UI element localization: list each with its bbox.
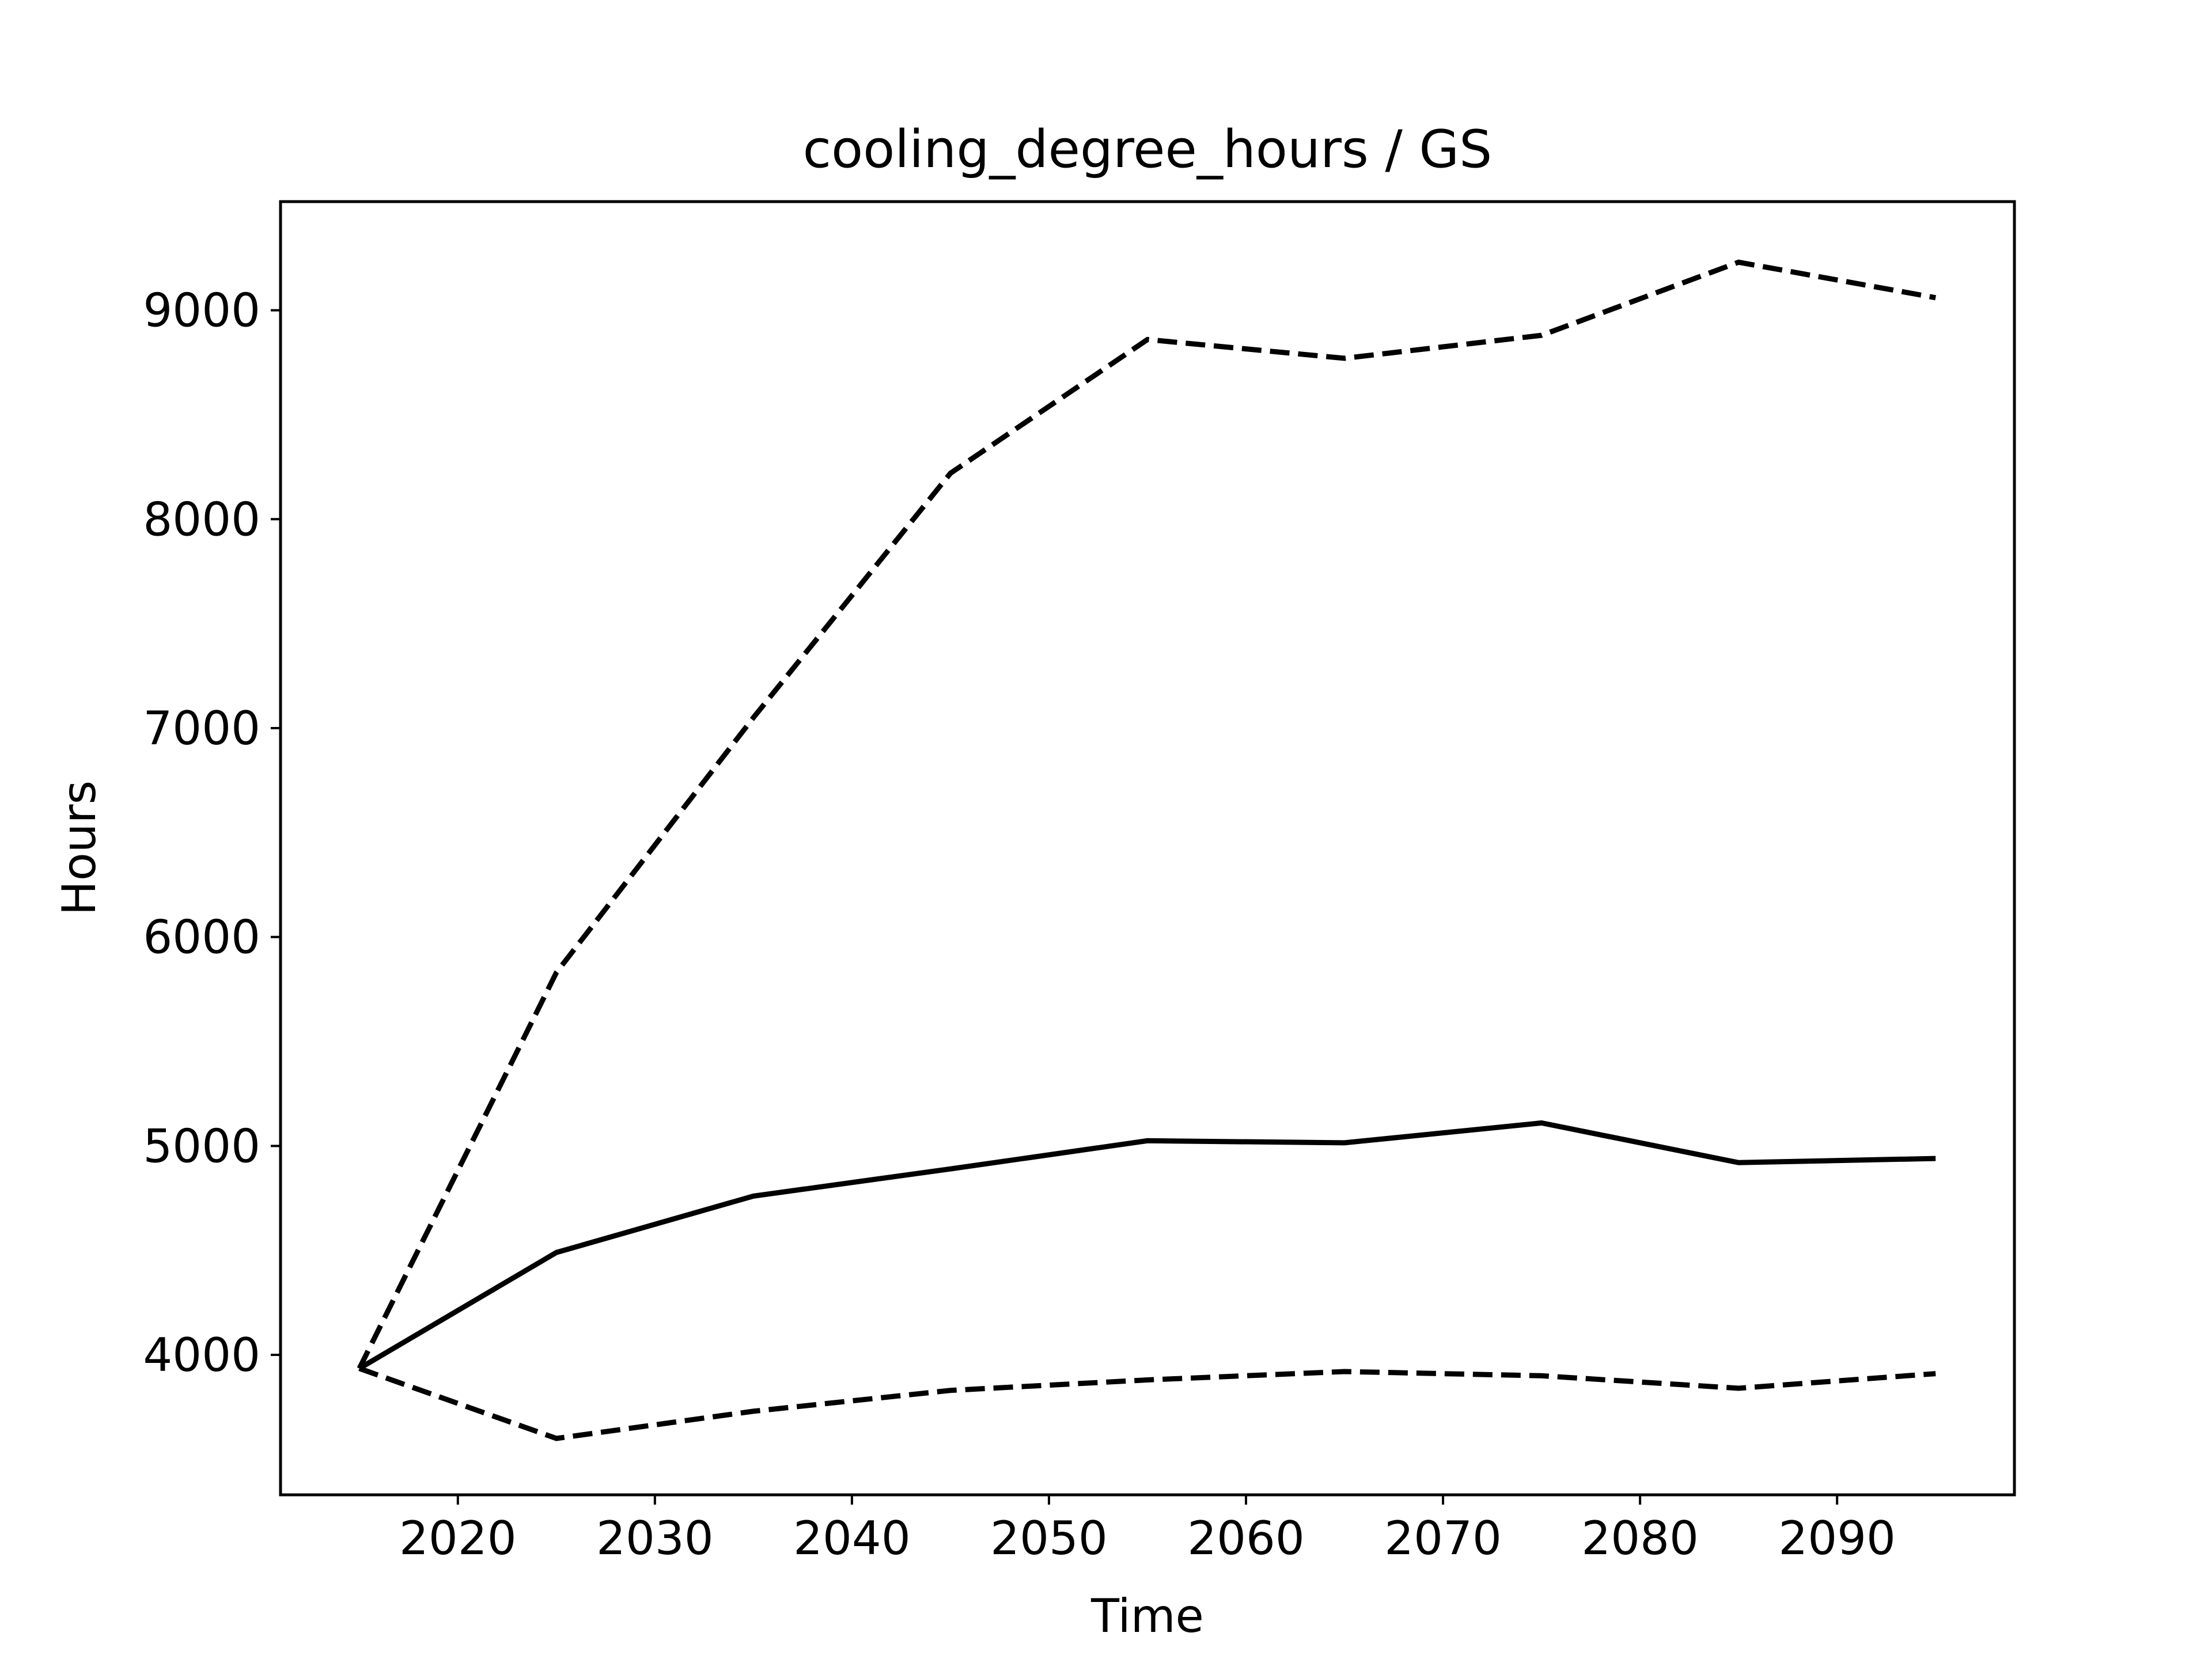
x-tick-label: 2050 bbox=[990, 1512, 1108, 1565]
y-tick-label: 9000 bbox=[143, 284, 260, 338]
dashed-series-line-1 bbox=[357, 259, 1936, 1370]
x-tick-label: 2090 bbox=[1778, 1512, 1896, 1565]
x-tick-label: 2070 bbox=[1384, 1512, 1502, 1565]
y-tick-label: 8000 bbox=[143, 493, 260, 546]
x-axis-label: Time bbox=[1090, 1589, 1204, 1643]
chart-title: cooling_degree_hours / GS bbox=[803, 119, 1493, 180]
y-axis: 4000 5000 6000 7000 8000 9000 bbox=[143, 284, 281, 1382]
y-tick-label: 7000 bbox=[143, 702, 260, 755]
plot-lines bbox=[357, 259, 1936, 1441]
y-tick-label: 5000 bbox=[143, 1119, 260, 1173]
x-tick-label: 2080 bbox=[1581, 1512, 1699, 1565]
x-tick-label: 2060 bbox=[1187, 1512, 1305, 1565]
x-tick-label: 2020 bbox=[399, 1512, 517, 1565]
x-tick-label: 2040 bbox=[793, 1512, 911, 1565]
solid-series-line-0 bbox=[358, 1120, 1936, 1371]
y-axis-label: Hours bbox=[52, 781, 106, 915]
y-tick-label: 4000 bbox=[143, 1328, 260, 1382]
x-tick-label: 2030 bbox=[596, 1512, 714, 1565]
dashed-series-line-2 bbox=[358, 1366, 1936, 1441]
x-axis: 2020 2030 2040 2050 2060 2070 2080 2090 bbox=[399, 1495, 1896, 1565]
plot-frame bbox=[279, 200, 2016, 1497]
y-tick-label: 6000 bbox=[143, 911, 260, 964]
